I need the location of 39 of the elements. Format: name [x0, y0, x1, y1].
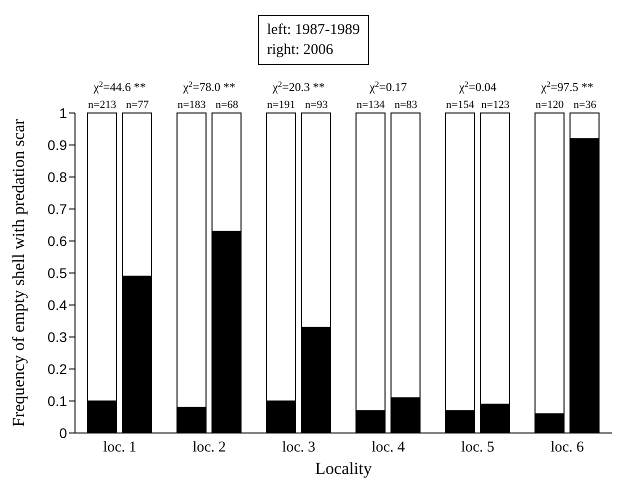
text: n=68	[216, 99, 239, 111]
x-tick-label: loc. 1	[103, 440, 136, 456]
text: χ$^{2}$=78.0 **	[182, 80, 236, 94]
text: n=93	[305, 99, 328, 111]
x-tick-label: loc. 3	[282, 440, 316, 456]
x-tick-label: loc. 5	[461, 440, 494, 456]
text: χ$^{2}$=44.6 **	[92, 80, 146, 94]
y-tick-label: 0	[59, 424, 68, 441]
text: n=191	[267, 99, 296, 111]
text: χ$^{2}$=0.04	[458, 80, 496, 94]
y-tick-label: 0.6	[48, 232, 68, 249]
x-tick-label: loc. 2	[192, 440, 226, 456]
text: n=134	[356, 99, 386, 111]
y-tick-label: 0.3	[48, 328, 68, 345]
y-tick-label: 1	[59, 104, 68, 121]
x-tick-label: loc. 4	[372, 440, 406, 456]
text: χ$^{2}$=97.5 **	[540, 80, 594, 94]
text: right: 2006	[267, 41, 334, 60]
y-tick-label: 0.9	[48, 136, 68, 153]
text: n=36	[574, 99, 597, 111]
y-tick-label: 0.8	[48, 168, 68, 185]
y-tick-label: 0.5	[48, 264, 68, 281]
text: n=213	[88, 99, 117, 111]
y-tick-label: 0.7	[48, 200, 68, 217]
y-tick-label: 0.1	[48, 392, 68, 409]
text: χ$^{2}$=20.3 **	[272, 80, 325, 94]
text: n=123	[481, 99, 510, 111]
text: n=77	[126, 99, 150, 111]
text: χ$^{2}$=0.17	[368, 80, 407, 94]
text: n=154	[446, 99, 475, 111]
text: n=183	[178, 99, 206, 111]
x-tick-label: loc. 6	[550, 440, 584, 456]
y-tick-label: 0.4	[48, 296, 68, 313]
text: n=83	[394, 99, 418, 111]
text: left: 1987-1989	[267, 21, 360, 40]
x-axis-title: Locality	[315, 459, 372, 478]
y-tick-label: 0.2	[48, 360, 68, 377]
text: n=120	[536, 99, 564, 111]
y-axis-title: Frequency of empty shell with predation scar	[8, 118, 28, 427]
